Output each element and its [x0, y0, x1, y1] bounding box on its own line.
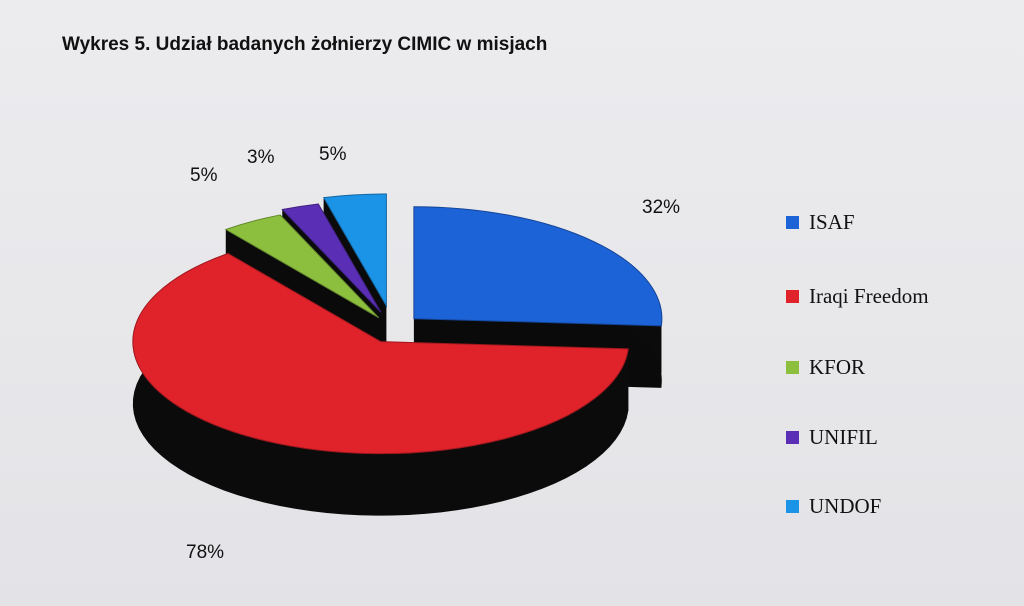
legend-item-iraqi-freedom: Iraqi Freedom — [786, 284, 929, 308]
legend-label-isaf: ISAF — [809, 209, 855, 234]
legend-label-iraqi-freedom: Iraqi Freedom — [809, 283, 929, 308]
legend-item-isaf: ISAF — [786, 210, 855, 234]
value-label-undof: 5% — [319, 144, 347, 165]
value-label-kfor: 5% — [190, 165, 218, 186]
legend-item-unifil: UNIFIL — [786, 425, 878, 449]
pie-slice-top-isaf — [413, 206, 663, 327]
pie-slice-top-iraqi-freedom — [132, 252, 629, 455]
value-label-iraqi-freedom: 78% — [186, 542, 224, 563]
legend-swatch-iraqi-freedom — [786, 289, 799, 303]
pie-slice-rim-iraqi-freedom — [132, 253, 629, 516]
legend-item-undof: UNDOF — [786, 494, 881, 518]
value-label-unifil: 3% — [247, 147, 275, 168]
legend-label-unifil: UNIFIL — [809, 424, 878, 449]
legend-label-kfor: KFOR — [809, 354, 866, 379]
pie-slice-top-undof — [322, 193, 387, 308]
chart-title: Wykres 5. Udział badanych żołnierzy CIMI… — [62, 34, 548, 55]
legend-swatch-kfor — [786, 360, 799, 374]
legend-item-kfor: KFOR — [786, 355, 865, 379]
legend-label-undof: UNDOF — [809, 493, 882, 518]
legend-swatch-isaf — [786, 215, 799, 229]
pie-slice-top-kfor — [224, 214, 380, 319]
legend-swatch-undof — [786, 499, 799, 513]
value-label-isaf: 32% — [642, 197, 680, 218]
pie-slice-top-unifil — [281, 203, 382, 313]
legend-swatch-unifil — [786, 430, 799, 444]
pie-slice-iraqi-freedom — [132, 252, 629, 516]
